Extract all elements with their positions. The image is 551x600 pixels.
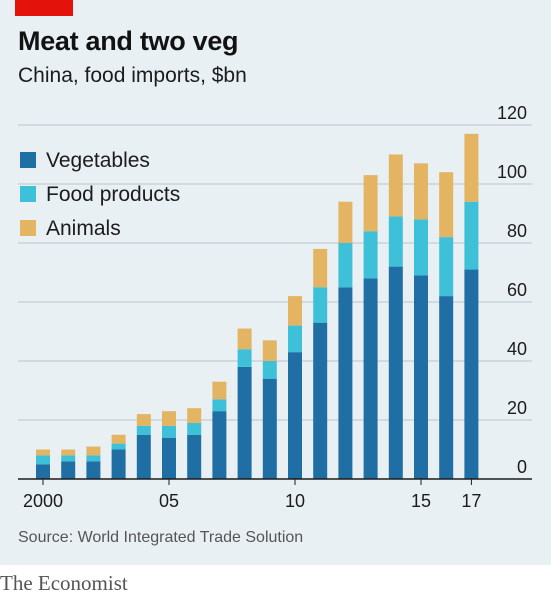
- bar-animals-2008: [237, 328, 252, 350]
- source-note: Source: World Integrated Trade Solution: [18, 529, 304, 546]
- bar-vegetables-2009: [262, 378, 277, 479]
- y-tick-label: 40: [507, 339, 527, 359]
- bar-animals-2002: [86, 446, 101, 456]
- bar-vegetables-2007: [212, 411, 227, 479]
- y-tick-label: 120: [497, 103, 527, 123]
- x-tick-label: 15: [411, 491, 431, 511]
- bar-animals-2007: [212, 381, 227, 400]
- bar-animals-2015: [414, 163, 428, 220]
- bar-food-products-2000: [36, 455, 50, 465]
- legend-label: Animals: [46, 217, 121, 240]
- bar-food-products-2007: [212, 399, 227, 412]
- bar-vegetables-2003: [111, 449, 126, 479]
- bar-vegetables-2004: [136, 434, 151, 479]
- bar-vegetables-2000: [36, 464, 50, 479]
- bar-food-products-2002: [86, 455, 101, 462]
- bar-animals-2005: [162, 411, 176, 426]
- bar-animals-2004: [136, 414, 151, 426]
- y-tick-label: 20: [507, 398, 527, 418]
- bar-food-products-2012: [338, 243, 353, 288]
- brand-red-tag: [15, 0, 73, 16]
- y-tick-label: 0: [517, 457, 527, 477]
- bar-animals-2009: [262, 340, 277, 361]
- legend-swatch-animals: [20, 220, 36, 236]
- bar-vegetables-2015: [414, 275, 428, 479]
- legend-swatch-vegetables: [20, 152, 36, 168]
- x-tick-label: 05: [159, 491, 179, 511]
- bar-animals-2006: [187, 408, 202, 423]
- bar-food-products-2017: [464, 201, 479, 270]
- x-tick-label: 17: [461, 491, 481, 511]
- bar-vegetables-2005: [162, 437, 176, 479]
- bar-animals-2010: [288, 296, 302, 326]
- stacked-bar-chart: 0 20 40 60 80 100 120 2000 05 10 15 17 Vegetables Foo…: [18, 103, 532, 511]
- bar-food-products-2016: [439, 237, 454, 297]
- bar-vegetables-2017: [464, 269, 479, 479]
- bar-food-products-2015: [414, 219, 428, 276]
- legend-label: Food products: [46, 183, 180, 206]
- bar-food-products-2004: [136, 425, 151, 435]
- bar-animals-2000: [36, 449, 50, 456]
- bar-vegetables-2002: [86, 461, 101, 479]
- bar-food-products-2001: [61, 455, 76, 462]
- brand-wordmark: The Economist: [0, 571, 128, 595]
- legend-label: Vegetables: [46, 149, 150, 172]
- chart-title: Meat and two veg: [18, 26, 239, 56]
- y-tick-label: 100: [497, 162, 527, 182]
- bar-animals-2016: [439, 172, 454, 238]
- bar-vegetables-2010: [288, 352, 302, 479]
- bar-animals-2013: [363, 175, 378, 232]
- y-tick-label: 60: [507, 280, 527, 300]
- bar-animals-2011: [313, 248, 328, 288]
- bar-vegetables-2011: [313, 322, 328, 479]
- bar-vegetables-2014: [388, 266, 403, 479]
- bar-food-products-2009: [262, 361, 277, 379]
- bar-vegetables-2013: [363, 278, 378, 479]
- bar-vegetables-2016: [439, 296, 454, 479]
- bar-food-products-2014: [388, 216, 403, 267]
- bar-food-products-2013: [363, 231, 378, 279]
- bar-vegetables-2001: [61, 461, 76, 479]
- bar-vegetables-2012: [338, 287, 353, 479]
- bar-food-products-2011: [313, 287, 328, 323]
- bar-vegetables-2006: [187, 434, 202, 479]
- x-tick-label: 2000: [23, 491, 63, 511]
- bar-vegetables-2008: [237, 366, 252, 479]
- footer-bar: The Economist: [0, 565, 551, 600]
- y-tick-label: 80: [507, 221, 527, 241]
- bar-animals-2001: [61, 449, 76, 456]
- bar-food-products-2006: [187, 422, 202, 435]
- legend-swatch-food-products: [20, 186, 36, 202]
- bar-animals-2017: [464, 133, 479, 202]
- bar-food-products-2010: [288, 325, 302, 353]
- bar-food-products-2003: [111, 443, 126, 450]
- x-tick-label: 10: [285, 491, 305, 511]
- bar-animals-2014: [388, 154, 403, 217]
- bar-animals-2003: [111, 434, 126, 444]
- chart-subtitle: China, food imports, $bn: [18, 64, 247, 87]
- bar-animals-2012: [338, 201, 353, 243]
- bar-food-products-2005: [162, 425, 176, 438]
- bar-food-products-2008: [237, 349, 252, 367]
